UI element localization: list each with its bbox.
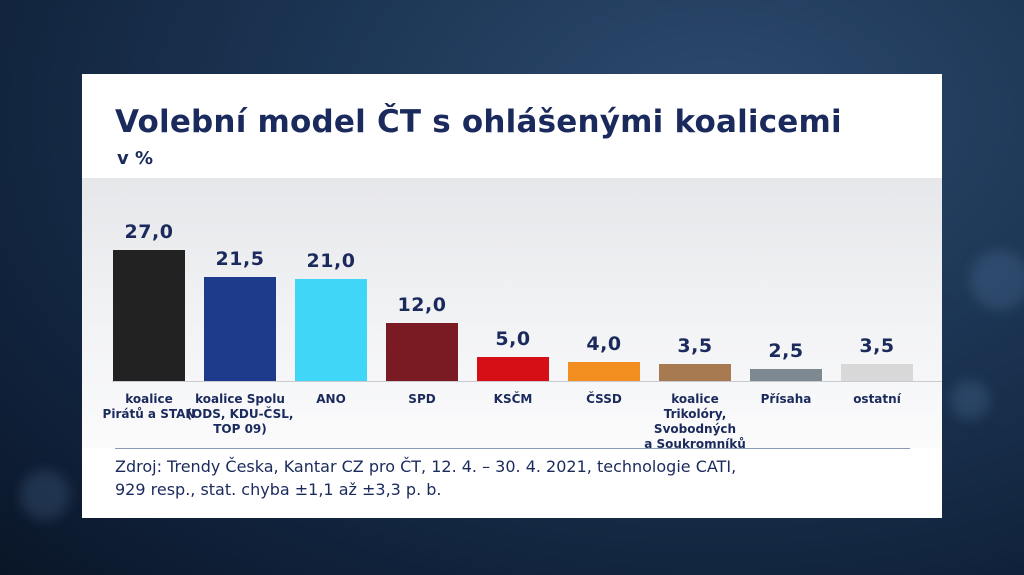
category-label-line: (ODS, KDU-ČSL, (186, 407, 294, 421)
bar-group: 27,0 21,5 21,0 12,0 5,0 4,0 3,5 2,5 3,5 (82, 178, 942, 381)
category-label-line: SPD (408, 392, 436, 406)
category-label-line: ČSSD (586, 392, 622, 406)
category-label-line: Přísaha (760, 392, 812, 406)
category-label-line: ANO (316, 392, 346, 406)
bar-value-label: 3,5 (677, 335, 713, 357)
category-label: ČSSD (549, 392, 659, 407)
bar (659, 364, 731, 381)
bar-value-label: 27,0 (124, 221, 174, 243)
bar-value-label: 21,0 (306, 250, 356, 272)
category-label-line: KSČM (493, 392, 533, 406)
category-label: ostatní (822, 392, 932, 407)
background-bokeh (970, 250, 1024, 310)
category-label-line: Svobodných (653, 422, 737, 436)
category-label-line: ostatní (853, 392, 901, 406)
bar-column: 2,5 (750, 178, 822, 381)
bar-value-label: 21,5 (215, 248, 265, 270)
bar (477, 357, 549, 381)
bar-value-label: 5,0 (495, 328, 531, 350)
bar-column: 3,5 (841, 178, 913, 381)
category-label-line: a Soukromníků (644, 437, 746, 451)
bar (204, 277, 276, 381)
bar-column: 5,0 (477, 178, 549, 381)
chart-title: Volební model ČT s ohlášenými koalicemi (115, 104, 842, 140)
x-axis-baseline (112, 381, 942, 382)
bar-column: 4,0 (568, 178, 640, 381)
bar-column: 3,5 (659, 178, 731, 381)
bar-column: 21,5 (204, 178, 276, 381)
source-line-2: 929 resp., stat. chyba ±1,1 až ±3,3 p. b… (115, 480, 442, 499)
bar-column: 12,0 (386, 178, 458, 381)
bar-column: 21,0 (295, 178, 367, 381)
source-note: Zdroj: Trendy Česka, Kantar CZ pro ČT, 1… (115, 455, 736, 501)
category-label-line: koalice Trikolóry, (663, 392, 727, 421)
bar (841, 364, 913, 381)
category-label-line: TOP 09) (213, 422, 267, 436)
bar (568, 362, 640, 381)
category-label: KSČM (458, 392, 568, 407)
chart-card: Volební model ČT s ohlášenými koalicemi … (82, 74, 942, 518)
bar-column: 27,0 (113, 178, 185, 381)
category-label: koalice Pirátů a STAN (94, 392, 204, 422)
bar-value-label: 3,5 (859, 335, 895, 357)
bar (750, 369, 822, 381)
background-bokeh (950, 380, 990, 420)
chart-subtitle: v % (117, 148, 154, 169)
bar-value-label: 4,0 (586, 333, 622, 355)
bar-value-label: 2,5 (768, 340, 804, 362)
source-line-1: Zdroj: Trendy Česka, Kantar CZ pro ČT, 1… (115, 457, 737, 476)
category-label: ANO (276, 392, 386, 407)
category-label: koalice Trikolóry, Svobodných a Soukromník… (640, 392, 750, 452)
category-label: SPD (367, 392, 477, 407)
category-label: koalice Spolu (ODS, KDU-ČSL, TOP 09) (185, 392, 295, 437)
bar (295, 279, 367, 381)
bar-value-label: 12,0 (397, 294, 447, 316)
bar (113, 250, 185, 381)
category-label-line: koalice (125, 392, 173, 406)
category-label-line: koalice Spolu (195, 392, 285, 406)
bar (386, 323, 458, 381)
category-label-line: Pirátů a STAN (102, 407, 196, 421)
footer-divider (115, 448, 910, 449)
category-label: Přísaha (731, 392, 841, 407)
background-bokeh (20, 470, 70, 520)
